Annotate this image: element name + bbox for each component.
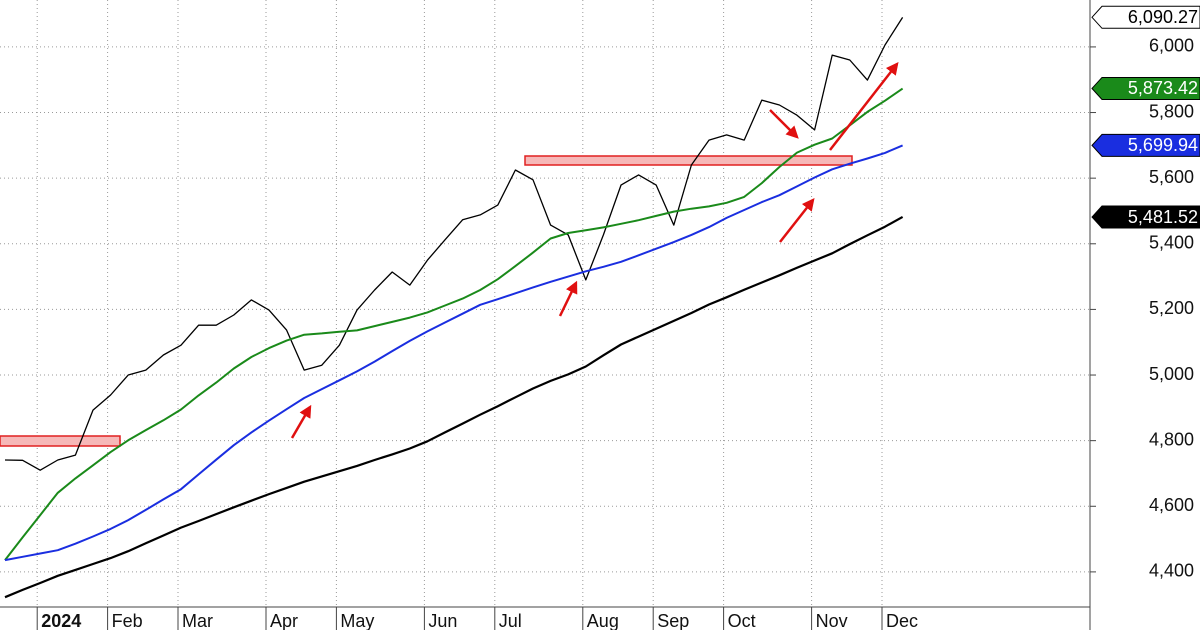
x-tick-label: Jul [499,611,522,630]
resistance-zone [0,435,121,447]
series-line [4,17,904,471]
y-tick-label: 4,800 [1149,429,1194,449]
y-tick-label: 4,400 [1149,561,1194,581]
x-tick-label: Nov [816,611,848,630]
lines [4,17,904,599]
price-tag [1091,76,1200,100]
y-tick-label: 5,600 [1149,167,1194,187]
price-tag [1091,205,1200,229]
x-tick-label: Jun [428,611,457,630]
y-tick-label: 5,400 [1149,233,1194,253]
series-line [4,87,904,561]
x-tick-label: Oct [728,611,756,630]
y-tick-label: 5,200 [1149,298,1194,318]
x-tick-label: Feb [112,611,143,630]
price-tag-label: 6,090.27 [1128,7,1198,27]
resistance-zone [524,155,853,166]
y-tick-label: 6,000 [1149,36,1194,56]
arrow [779,198,815,243]
x-tick-label: May [340,611,374,630]
price-tag [1091,133,1200,157]
arrows [290,62,899,439]
price-tag [1091,5,1200,29]
x-tick-label: Apr [270,611,298,630]
arrow [558,280,578,317]
x-tick-label: 2024 [41,611,81,630]
price-tag-label: 5,699.94 [1128,135,1198,155]
y-tick-label: 5,800 [1149,101,1194,121]
y-tick-label: 4,600 [1149,495,1194,515]
price-tags: 6,090.27 5,873.42 5,699.94 5,481.52 [1091,5,1200,229]
series-line [4,144,903,562]
x-tick-label: Sep [657,611,689,630]
price-tag-label: 5,873.42 [1128,78,1198,98]
price-tag-label: 5,481.52 [1128,207,1198,227]
x-tick-label: Dec [886,611,918,630]
x-tick-label: Aug [587,611,619,630]
arrow [829,62,899,151]
arrow [290,404,312,439]
y-tick-label: 5,000 [1149,364,1194,384]
x-tick-label: Mar [182,611,213,630]
arrow [769,109,799,139]
series-line [4,215,904,599]
